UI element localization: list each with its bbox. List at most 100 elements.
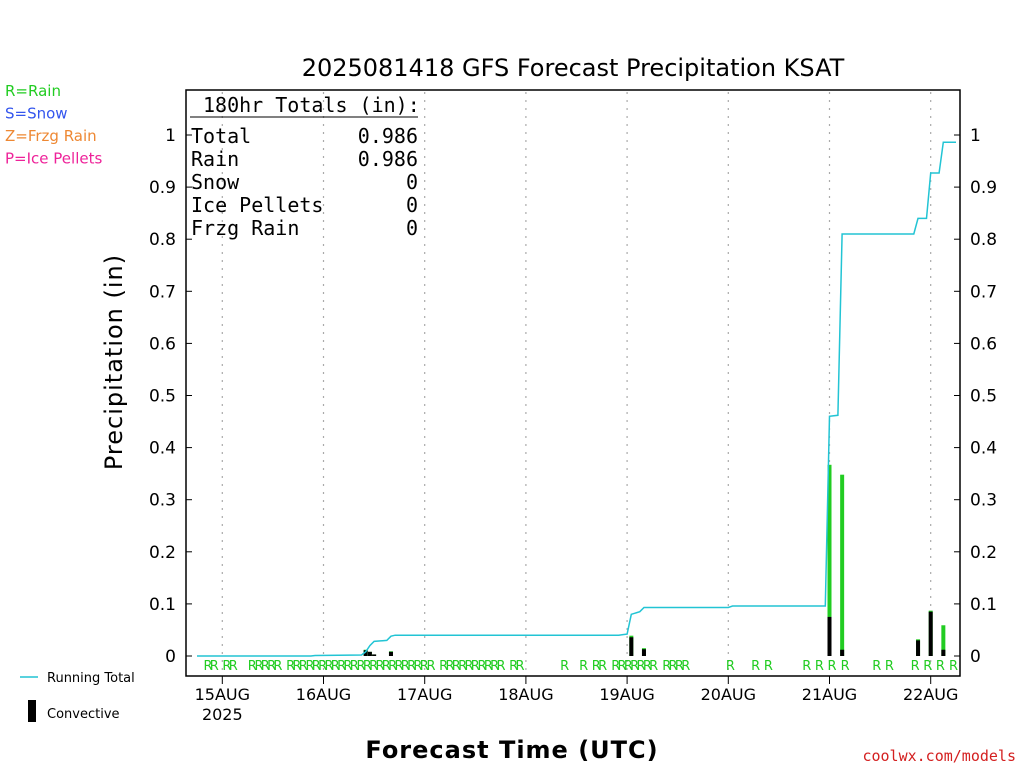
precip-type-marker: R	[618, 659, 627, 674]
precip-type-marker: R	[299, 659, 308, 674]
precip-type-marker: R	[452, 659, 461, 674]
precip-type-marker: R	[815, 659, 824, 674]
running-total-legend-label: Running Total	[47, 671, 135, 686]
precip-type-marker: R	[312, 659, 321, 674]
precip-type-marker: R	[478, 659, 487, 674]
precip-type-marker: R	[675, 659, 684, 674]
convective-bar	[840, 649, 845, 656]
totals-row-value: 0.986	[358, 147, 418, 171]
precip-type-marker: R	[643, 659, 652, 674]
convective-bar	[827, 616, 832, 656]
totals-row-label: Snow	[191, 170, 240, 194]
gridlines	[221, 92, 932, 675]
y-tick-label: 0.7	[149, 282, 176, 302]
totals-row-value: 0	[406, 170, 418, 194]
precip-type-marker: R	[318, 659, 327, 674]
precip-type-marker: R	[375, 659, 384, 674]
convective-bar	[363, 650, 368, 656]
x-axis-label: Forecast Time (UTC)	[365, 736, 658, 764]
precip-type-marker: R	[471, 659, 480, 674]
precip-type-marker: R	[841, 659, 850, 674]
y-tick-label-right: 0.8	[970, 230, 997, 250]
precip-type-marker: R	[936, 659, 945, 674]
y-tick-label-right: 0.1	[970, 595, 997, 615]
precip-key-item: Z=Frzg Rain	[5, 127, 97, 145]
x-tick-label: 21AUG	[802, 685, 857, 704]
convective-bar	[641, 649, 646, 656]
precip-type-marker: R	[458, 659, 467, 674]
totals-row-value: 0	[406, 216, 418, 240]
precip-type-marker: R	[401, 659, 410, 674]
precip-type-marker: R	[949, 659, 958, 674]
precip-type-marker: R	[828, 659, 837, 674]
precip-type-marker: R	[630, 659, 639, 674]
precip-type-marker: R	[872, 659, 881, 674]
convective-bar	[928, 611, 933, 656]
y-tick-label: 0.6	[149, 334, 176, 354]
x-tick-label: 17AUG	[397, 685, 452, 704]
precip-type-marker: R	[324, 659, 333, 674]
precip-bars	[363, 464, 946, 656]
precip-type-marker: R	[413, 659, 422, 674]
y-tick-label: 0.8	[149, 230, 176, 250]
precip-type-marker: R	[509, 659, 518, 674]
totals-row-label: Total	[191, 124, 251, 148]
precip-type-marker: R	[382, 659, 391, 674]
precip-type-marker: R	[203, 659, 212, 674]
precip-type-marker: R	[210, 659, 219, 674]
precip-type-marker: R	[273, 659, 282, 674]
x-tick-sublabel: 2025	[202, 705, 243, 724]
precip-type-marker: R	[350, 659, 359, 674]
x-tick-label: 20AUG	[701, 685, 756, 704]
y-tick-label: 0	[165, 647, 176, 667]
precip-type-marker: R	[592, 659, 601, 674]
y-tick-label: 0.4	[149, 439, 176, 459]
precip-type-marker: R	[885, 659, 894, 674]
convective-bar	[388, 651, 393, 656]
convective-bar	[916, 640, 921, 656]
x-tick-label: 19AUG	[599, 685, 654, 704]
precip-type-marker: R	[229, 659, 238, 674]
precip-type-marker: R	[343, 659, 352, 674]
precip-type-marker: R	[420, 659, 429, 674]
rain-bar	[840, 474, 845, 656]
precip-type-marker: R	[394, 659, 403, 674]
precip-type-marker: R	[407, 659, 416, 674]
precip-type-marker: R	[357, 659, 366, 674]
y-tick-label-right: 0.4	[970, 439, 997, 459]
precip-type-marker: R	[923, 659, 932, 674]
x-tick-label: 22AUG	[903, 685, 958, 704]
y-tick-label-right: 0.3	[970, 491, 997, 511]
y-tick-label-right: 1	[970, 126, 981, 146]
precip-type-marker: R	[624, 659, 633, 674]
precip-type-marker: R	[649, 659, 658, 674]
x-tick-label: 18AUG	[498, 685, 553, 704]
rain-bar	[941, 625, 946, 656]
totals-row-label: Rain	[191, 147, 239, 171]
precip-key-item: P=Ice Pellets	[5, 150, 102, 168]
precip-type-marker: R	[286, 659, 295, 674]
precip-type-key: R=Rain S=Snow Z=Frzg Rain P=Ice Pellets	[5, 82, 102, 168]
precip-type-marker: R	[222, 659, 231, 674]
precip-type-marker: R	[496, 659, 505, 674]
precip-type-marker: R	[337, 659, 346, 674]
precip-type-marker: R	[261, 659, 270, 674]
precip-type-marker: R	[662, 659, 671, 674]
precip-key-item: S=Snow	[5, 105, 68, 123]
precip-type-marker: R	[636, 659, 645, 674]
precip-type-marker: R	[598, 659, 607, 674]
y-tick-label-right: 0.2	[970, 543, 997, 563]
y-axis-ticks: 0 00.1 0.10.2 0.20.3 0.30.4 0.40.5 0.50.6 0.60.…	[149, 126, 997, 667]
plot-frame	[185, 89, 961, 677]
totals-row-label: Frzg Rain	[191, 216, 299, 240]
totals-row-value: 0.986	[358, 124, 418, 148]
y-tick-label-right: 0.9	[970, 178, 997, 198]
running-total-line-group	[197, 141, 956, 657]
precip-type-marker: R	[515, 659, 524, 674]
convective-legend-swatch	[28, 700, 36, 722]
convective-bar	[367, 651, 372, 656]
precip-type-marker: R	[751, 659, 760, 674]
credit-text: coolwx.com/models	[862, 747, 1016, 765]
